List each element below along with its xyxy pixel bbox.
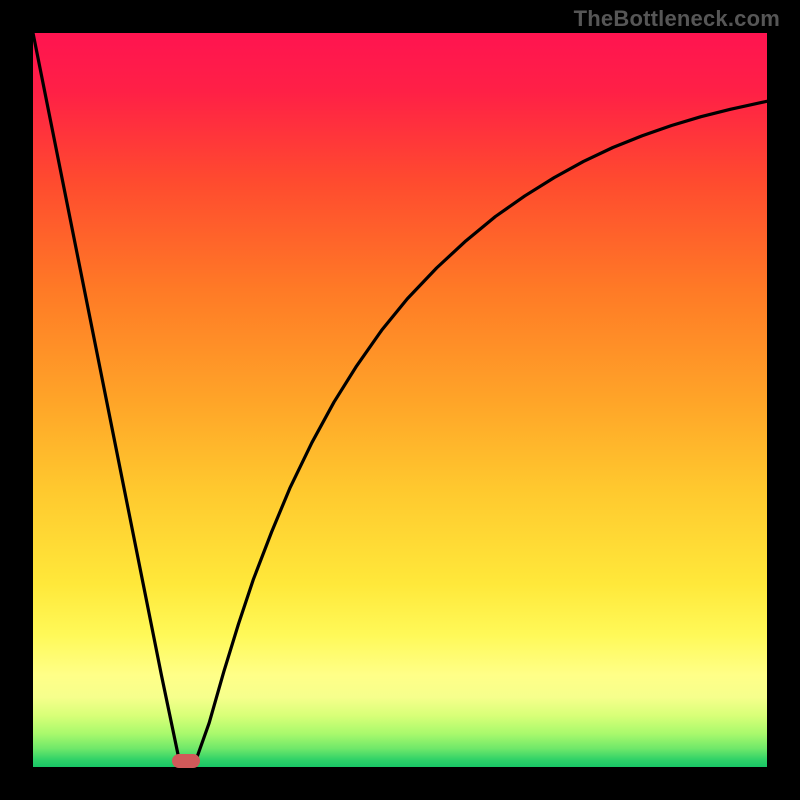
curve-layer	[33, 33, 767, 767]
watermark-text: TheBottleneck.com	[574, 6, 780, 32]
plot-area	[33, 33, 767, 767]
optimum-marker	[172, 754, 200, 768]
chart-container: TheBottleneck.com	[0, 0, 800, 800]
bottleneck-curve	[33, 33, 767, 762]
